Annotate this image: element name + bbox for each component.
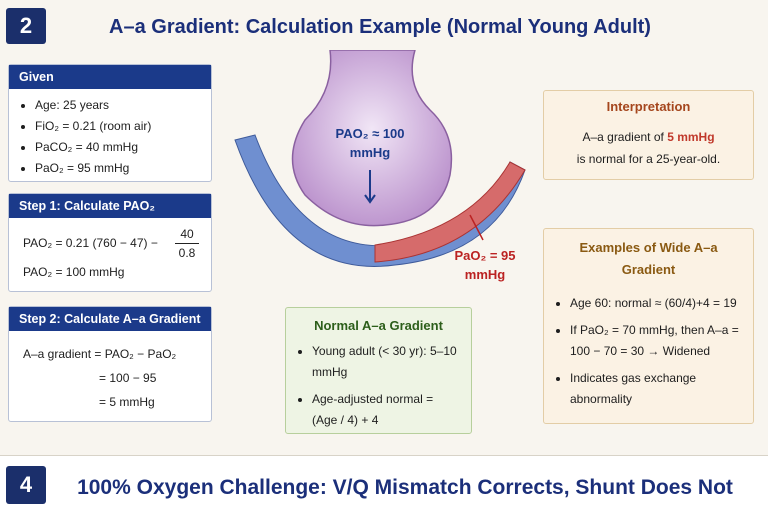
list-item: Indicates gas exchange abnormality [570, 368, 743, 410]
list-item: Young adult (< 30 yr): 5–10 mmHg [312, 341, 461, 383]
normal-list: Young adult (< 30 yr): 5–10 mmHg Age-adju… [286, 341, 471, 431]
normal-card: Normal A–a Gradient Young adult (< 30 yr… [285, 307, 472, 434]
arterial-label: PaO₂ = 95 mmHg [454, 248, 516, 282]
list-item: PaCO₂ = 40 mmHg [35, 137, 211, 158]
step2-line: = 5 mmHg [99, 395, 155, 409]
card-title: Step 1: Calculate PAO₂ [9, 194, 211, 218]
card-title: Step 2: Calculate A–a Gradient [9, 307, 211, 331]
card-title: Interpretation [606, 99, 691, 114]
interpretation-card: Interpretation A–a gradient of 5 mmHg is… [543, 90, 754, 180]
card-title: Given [9, 65, 211, 89]
section-number: 4 [6, 466, 46, 504]
formula: PAO₂ = 0.21 (760 − 47) − [23, 236, 158, 250]
fraction: 40 0.8 [175, 227, 199, 260]
conclusion: is normal for a 25-year-old. [576, 152, 721, 166]
arrowhead [364, 194, 376, 204]
denominator: 0.8 [178, 246, 196, 260]
footer-title: 100% Oxygen Challenge: V/Q Mismatch Corr… [77, 476, 733, 499]
list-item: FiO₂ = 0.21 (room air) [35, 116, 211, 137]
list-item: If PaO₂ = 70 mmHg, then A–a = 100 − 70 =… [570, 320, 743, 362]
alveolus-illustration [234, 50, 526, 267]
alveolar-label: PAO₂ ≈ 100 mmHg [335, 126, 405, 160]
footer-bar [0, 455, 768, 512]
step2-card: Step 2: Calculate A–a Gradient A–a gradi… [8, 306, 212, 422]
wide-list: Age 60: normal ≈ (60/4)+4 = 19 If PaO₂ = … [544, 293, 753, 410]
step2-line: = 100 − 95 [99, 371, 157, 385]
card-title: Examples of Wide A–a Gradient [579, 240, 718, 277]
interpretation-text: A–a gradient of 5 mmHg [544, 130, 753, 144]
list-item: Age-adjusted normal = (Age / 4) + 4 [312, 389, 461, 431]
result: PAO₂ = 100 mmHg [23, 265, 125, 279]
given-list: Age: 25 yearsFiO₂ = 0.21 (room air)PaCO₂… [9, 95, 211, 179]
numerator: 40 [175, 227, 199, 244]
highlight: 5 mmHg [667, 130, 715, 144]
alveolus [291, 50, 453, 227]
list-item: Age 60: normal ≈ (60/4)+4 = 19 [570, 293, 743, 314]
section-number: 2 [6, 8, 46, 44]
text: A–a gradient of [582, 130, 664, 144]
list-item: PaO₂ = 95 mmHg [35, 158, 211, 179]
page-title: A–a Gradient: Calculation Example (Norma… [109, 16, 651, 38]
given-card: Given Age: 25 yearsFiO₂ = 0.21 (room air… [8, 64, 212, 182]
card-title: Normal A–a Gradient [314, 318, 443, 333]
step2-line: A–a gradient = PAO₂ − PaO₂ [23, 347, 177, 361]
capillary-oxygenated [374, 161, 526, 263]
list-item: Age: 25 years [35, 95, 211, 116]
wide-card: Examples of Wide A–a Gradient Age 60: no… [543, 228, 754, 424]
step1-card: Step 1: Calculate PAO₂ PAO₂ = 0.21 (760 … [8, 193, 212, 292]
arrow [469, 214, 484, 241]
